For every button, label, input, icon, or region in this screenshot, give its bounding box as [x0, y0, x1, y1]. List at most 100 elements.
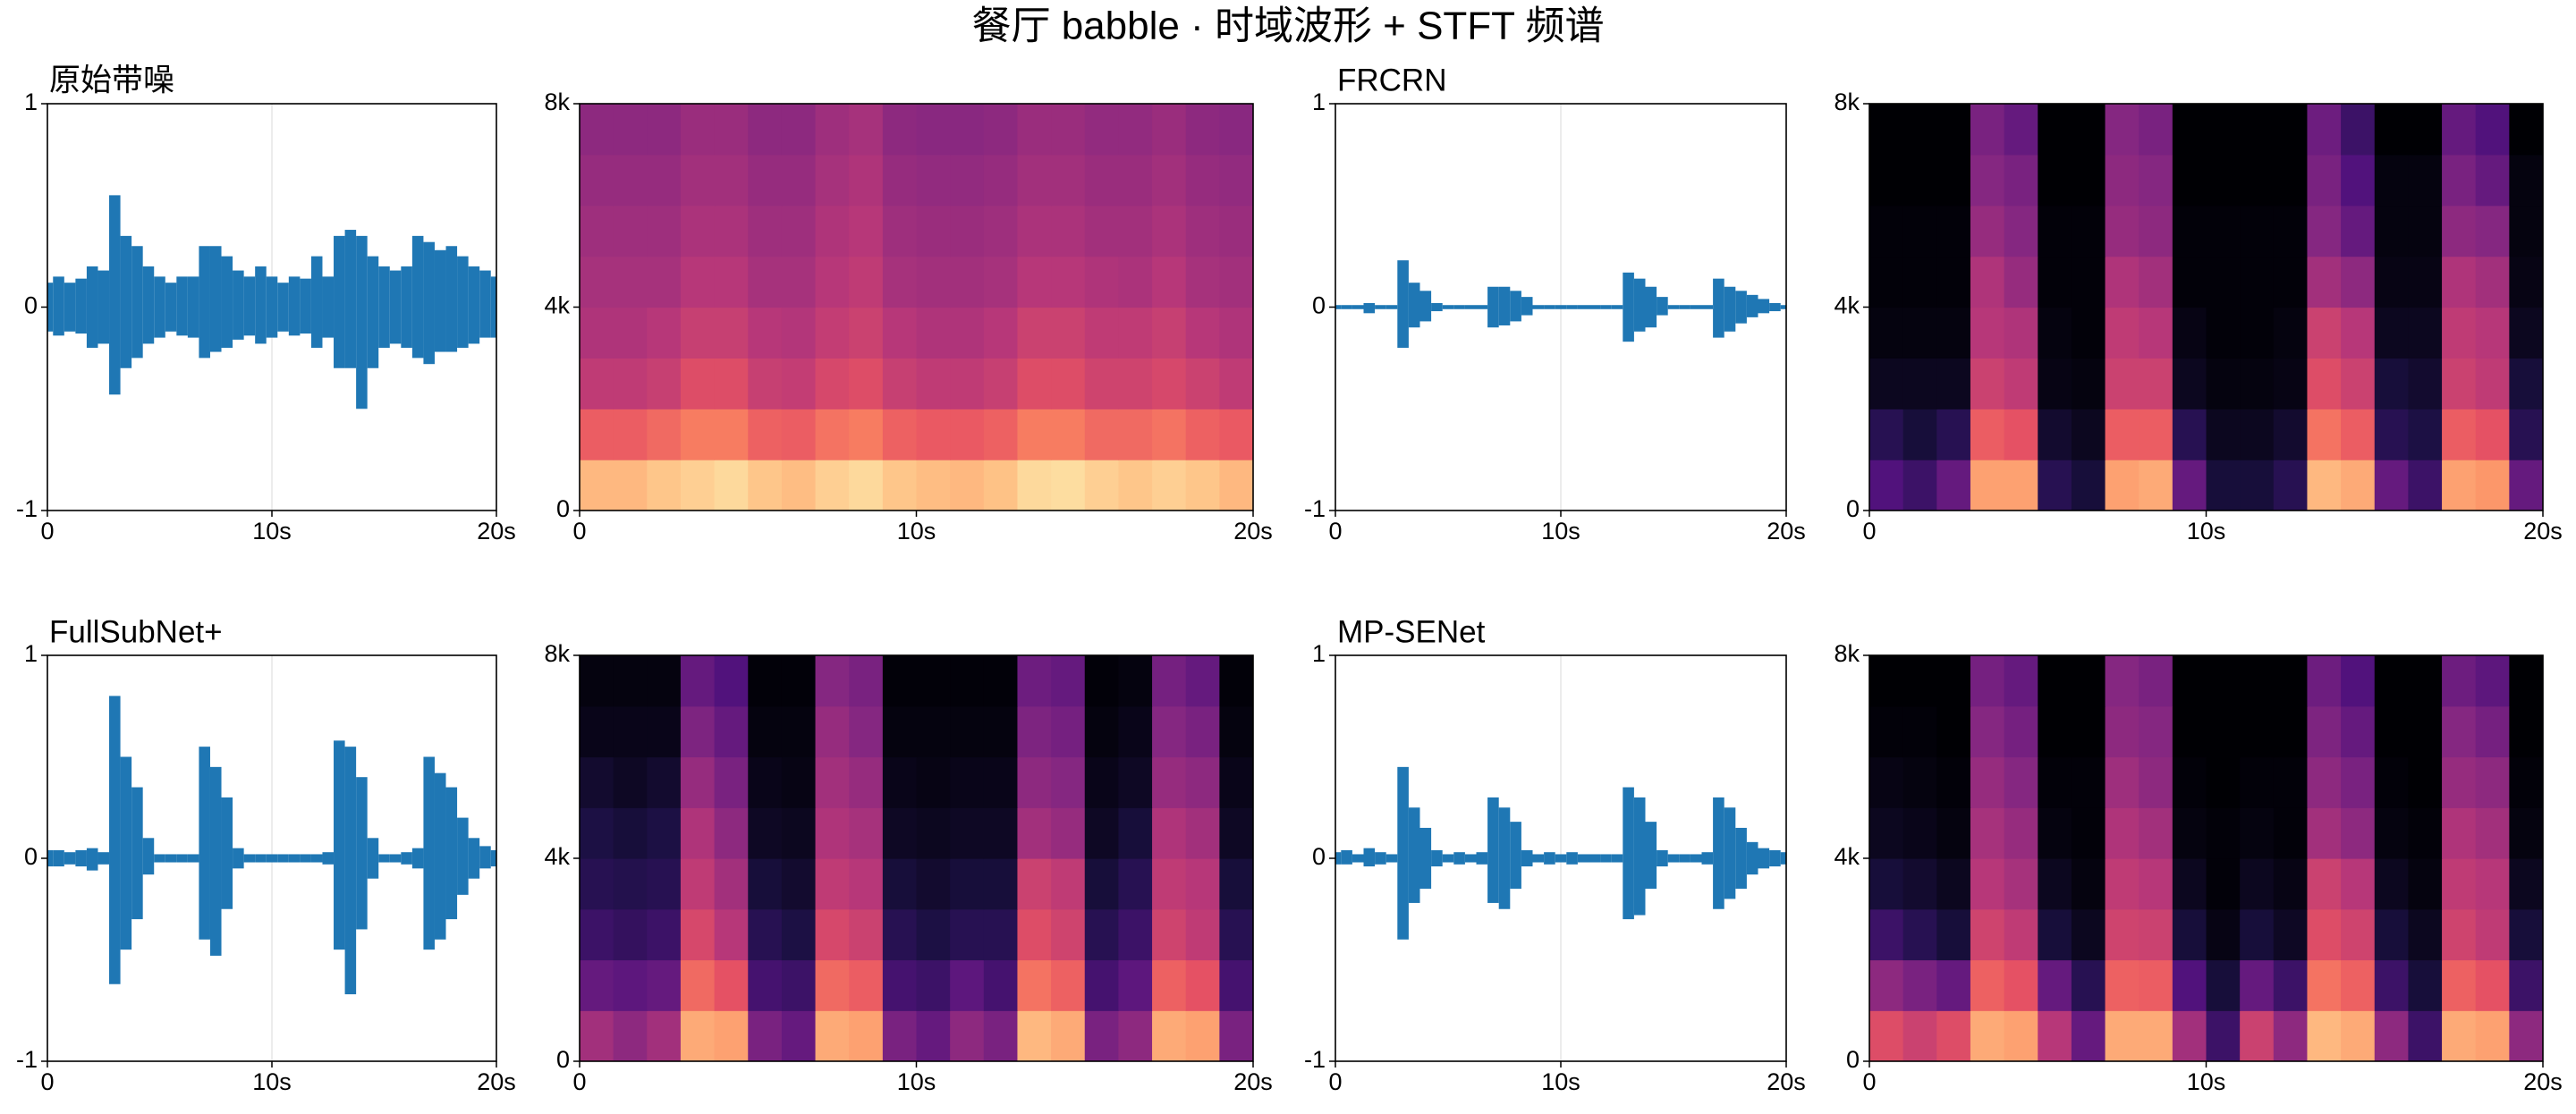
spectrogram-cell [2071, 705, 2106, 758]
waveform-envelope [1577, 305, 1589, 309]
spectrogram-cell [1185, 959, 1220, 1011]
waveform-envelope [1724, 807, 1736, 899]
spectrogram-cell [714, 705, 749, 758]
spectrogram-cell [950, 256, 985, 308]
y-tick-label: 4k [1834, 843, 1860, 870]
spectrogram-cell [1219, 807, 1253, 859]
spectrogram-cell [1869, 959, 1904, 1011]
waveform-envelope [356, 235, 368, 409]
spectrogram-cell [2408, 908, 2443, 961]
spectrogram-cell [1902, 807, 1937, 859]
spectrogram-cell [882, 256, 918, 308]
x-tick-label: 20s [2523, 1068, 2563, 1095]
spectrogram-cell [647, 1010, 682, 1061]
waveform-envelope [64, 283, 76, 332]
spectrogram-cell [1084, 460, 1119, 511]
spectrogram-cell [1936, 460, 1971, 511]
spectrogram-cell [2038, 1010, 2072, 1061]
spectrogram-cell [2240, 205, 2275, 257]
y-tick-label: 0 [24, 292, 38, 319]
spectrogram-cell [613, 959, 648, 1011]
spectrogram-cell [1051, 307, 1086, 359]
spectrogram-cell [580, 858, 614, 910]
spectrogram-cell [714, 655, 749, 707]
spectrogram-cell [2240, 705, 2275, 758]
spectrogram-cell [2307, 1010, 2342, 1061]
spectrogram-cell [2273, 908, 2309, 961]
waveform-envelope [142, 838, 155, 875]
spectrogram-cell [1219, 307, 1253, 359]
spectrogram-cell [2442, 908, 2477, 961]
spectrogram-cell [2240, 256, 2275, 308]
y-tick-label: 0 [1846, 1046, 1860, 1073]
spectrogram-cell [950, 104, 985, 156]
spectrogram-cell [2509, 655, 2543, 707]
spectrogram-cell [916, 908, 951, 961]
spectrogram-cell [882, 154, 918, 207]
waveform-envelope [1408, 807, 1420, 903]
waveform-envelope [209, 246, 222, 352]
spectrogram-cell [1084, 256, 1119, 308]
spectrogram-cell [1084, 358, 1119, 409]
y-tick-label: 4k [544, 292, 570, 319]
spectrogram-cell [1118, 959, 1153, 1011]
spectrogram-cell [1017, 1010, 1052, 1061]
spectrogram-cell [1152, 256, 1187, 308]
spectrogram-cell [714, 409, 749, 460]
spectrogram-cell [2139, 409, 2174, 460]
spectrogram-cell [580, 1010, 614, 1061]
spectrogram-cell [748, 409, 783, 460]
spectrogram-cell [1970, 256, 2005, 308]
waveform-envelope [322, 276, 335, 338]
spectrogram-cell [815, 705, 850, 758]
spectrogram-cell [1869, 154, 1904, 207]
spectrogram-cell [2139, 756, 2174, 808]
y-tick-label: 0 [1846, 495, 1860, 522]
waveform-envelope [1498, 286, 1511, 325]
spectrogram-cell [1051, 154, 1086, 207]
spectrogram-cell [849, 409, 884, 460]
spectrogram-cell [815, 756, 850, 808]
spectrogram-cell [2307, 655, 2342, 707]
panel-title: 原始带噪 [49, 63, 174, 97]
spectrogram-cell [2004, 858, 2038, 910]
spectrogram-cell [2139, 358, 2174, 409]
spectrogram-cell [950, 205, 985, 257]
spectrogram-cell [2172, 358, 2207, 409]
spectrogram-cell [950, 705, 985, 758]
spectrogram-cell [2408, 959, 2443, 1011]
waveform-envelope [1352, 305, 1364, 309]
spectrogram-cell [1185, 205, 1220, 257]
spectrogram-cell [647, 358, 682, 409]
spectrogram-cell [2408, 154, 2443, 207]
spectrogram-cell [1902, 959, 1937, 1011]
spectrogram-cell [1118, 807, 1153, 859]
spectrogram-cell [1869, 655, 1904, 707]
spectrogram-cell [1017, 756, 1052, 808]
spectrogram-cell [2408, 358, 2443, 409]
spectrogram-cell [983, 256, 1019, 308]
spectrogram-cell [1970, 959, 2005, 1011]
waveform-envelope [445, 246, 458, 352]
spectrogram-cell [714, 256, 749, 308]
spectrogram-cell [1152, 959, 1187, 1011]
spectrogram-cell [2139, 256, 2174, 308]
waveform-envelope [411, 848, 424, 869]
spectrogram-cell [2475, 858, 2510, 910]
panel: 0 10s 20s 0 4k 8k [544, 640, 1272, 1095]
spectrogram-cell [2206, 756, 2241, 808]
spectrogram-cell [2071, 959, 2106, 1011]
spectrogram-cell [781, 460, 817, 511]
plot-area [47, 104, 496, 511]
spectrogram-cell [1118, 307, 1153, 359]
spectrogram-cell [2442, 154, 2477, 207]
spectrogram-cell [2038, 655, 2072, 707]
spectrogram-cell [1118, 756, 1153, 808]
spectrogram-cell [2408, 1010, 2443, 1061]
spectrogram-cell [1936, 858, 1971, 910]
waveform-envelope [47, 283, 54, 332]
x-tick-label: 20s [2523, 518, 2563, 544]
spectrogram-cell [1970, 807, 2005, 859]
spectrogram-cell [1118, 460, 1153, 511]
